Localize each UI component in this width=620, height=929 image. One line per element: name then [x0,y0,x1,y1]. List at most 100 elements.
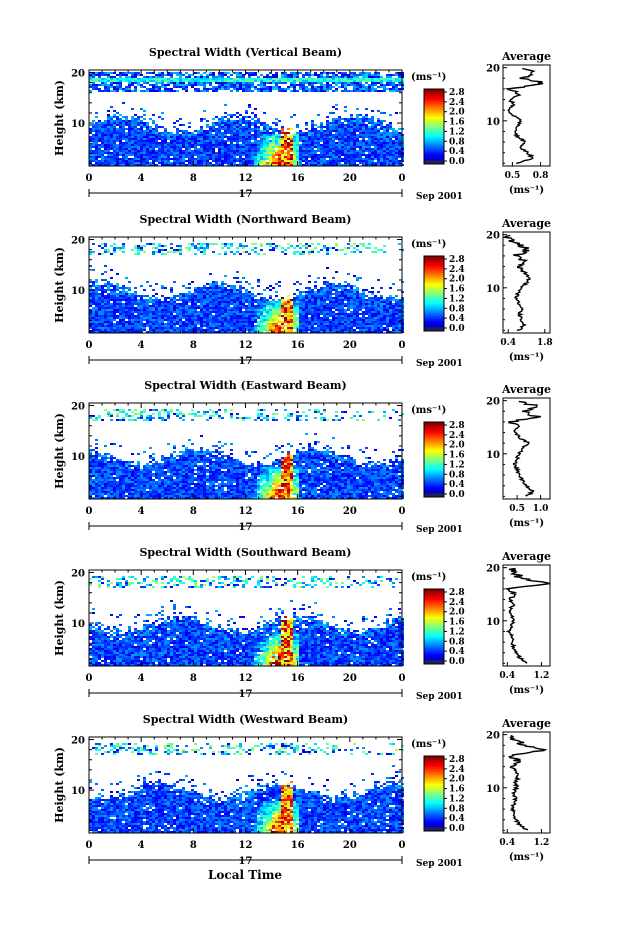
colorbar-tick-label: 1.2 [449,794,465,804]
colorbar-tick-label: 2.0 [449,441,465,451]
y-tick-label: 20 [71,569,85,580]
x-tick-label: 16 [291,340,305,351]
heatmap-field [89,72,404,166]
colorbar-tick-label: 2.4 [449,598,465,608]
colorbar-tick-label: 1.6 [449,285,465,295]
avg-y-tick-label: 20 [486,64,500,75]
colorbar-tick-label: 0.0 [449,824,465,834]
x-tick-label: 20 [343,673,357,684]
colorbar-tick-label: 0.8 [449,470,465,480]
x-tick-label: 8 [190,340,197,351]
x-tick-label: 0 [86,673,93,684]
x-tick-label: 16 [291,173,305,184]
x-tick-label: 0 [86,506,93,517]
x-axis-label-local-time: Local Time [207,868,283,882]
date-label: Sep 2001 [416,525,463,535]
y-axis-label: Height (km) [53,580,66,656]
x-tick-label: 12 [239,340,253,351]
avg-y-tick-label: 20 [486,397,500,408]
avg-x-tick-label: 0.4 [499,838,515,848]
x-tick-label: 0 [399,173,406,184]
colorbar-unit: (ms⁻¹) [411,239,446,250]
avg-y-tick-label: 10 [486,284,500,295]
x-tick-label: 4 [138,173,145,184]
avg-frame [502,564,551,667]
x-tick-label: 0 [399,840,406,851]
y-tick-label: 10 [71,452,85,463]
y-axis-label: Height (km) [53,747,66,823]
avg-y-tick-label: 20 [486,231,500,242]
avg-x-tick-label: 0.4 [500,338,516,348]
avg-y-tick-label: 20 [486,731,500,742]
day-label: 17 [239,356,253,367]
date-label: Sep 2001 [416,859,463,869]
colorbar-tick-label: 1.6 [449,451,465,461]
colorbar-tick-label: 0.4 [449,314,465,324]
y-tick-label: 10 [71,619,85,630]
avg-x-tick-label: 1.0 [533,504,549,514]
avg-frame [502,231,551,334]
avg-y-tick-label: 10 [486,784,500,795]
x-tick-label: 8 [190,673,197,684]
avg-frame [502,64,551,167]
x-ticks [88,570,403,666]
colorbar-tick-label: 0.0 [449,490,465,500]
colorbar-tick-label: 2.8 [449,755,465,765]
heatmap-field [89,576,404,666]
panel-4: Spectral Width (Southward Beam) 10 20 Heigh… [53,546,551,702]
y-tick-label: 10 [71,119,85,130]
x-tick-label: 4 [138,506,145,517]
y-tick-label: 10 [71,786,85,797]
x-tick-label: 8 [190,173,197,184]
chart-title: Spectral Width (Westward Beam) [143,713,348,726]
colorbar-tick-label: 1.2 [449,127,465,137]
avg-frame [502,397,551,500]
y-tick-label: 20 [71,236,85,247]
colorbar-tick-label: 2.0 [449,275,465,285]
colorbar-tick-label: 2.4 [449,265,465,275]
colorbar-tick-label: 0.4 [449,147,465,157]
colorbar-tick-label: 0.0 [449,157,465,167]
chart-title: Spectral Width (Vertical Beam) [149,46,342,59]
x-tick-label: 0 [399,340,406,351]
date-label: Sep 2001 [416,192,463,202]
avg-y-tick-label: 20 [486,564,500,575]
colorbar-tick-label: 2.0 [449,608,465,618]
y-axis-label: Height (km) [53,80,66,156]
panel-1: Spectral Width (Vertical Beam) 10 20 Height… [53,46,551,202]
colorbar-unit: (ms⁻¹) [411,739,446,750]
x-tick-label: 8 [190,840,197,851]
y-ticks [89,405,402,497]
heatmap-field [89,743,404,833]
y-ticks [89,739,402,831]
avg-profile-line [508,400,542,497]
avg-profile-line [504,67,544,164]
avg-x-tick-label: 0.5 [505,171,521,181]
y-axis-label: Height (km) [53,247,66,323]
colorbar-tick-label: 1.6 [449,785,465,795]
avg-title: Average [501,50,551,63]
chart-title: Spectral Width (Southward Beam) [139,546,351,559]
avg-x-label: (ms⁻¹) [509,518,544,529]
colorbar-tick-label: 0.0 [449,657,465,667]
colorbar [423,755,445,832]
day-label: 17 [239,856,253,867]
avg-title: Average [501,717,551,730]
avg-y-tick-label: 10 [486,450,500,461]
colorbar-tick-label: 2.8 [449,421,465,431]
colorbar-tick-label: 0.8 [449,804,465,814]
x-tick-label: 20 [343,173,357,184]
x-tick-label: 12 [239,840,253,851]
chart-title: Spectral Width (Eastward Beam) [144,379,346,392]
x-tick-label: 0 [399,673,406,684]
x-tick-label: 12 [239,506,253,517]
colorbar-tick-label: 1.2 [449,460,465,470]
x-tick-label: 4 [138,840,145,851]
avg-profile-line [502,234,532,331]
colorbar-tick-label: 0.4 [449,814,465,824]
x-ticks [88,237,403,333]
chart-title: Spectral Width (Northward Beam) [140,213,352,226]
x-tick-label: 8 [190,506,197,517]
date-label: Sep 2001 [416,359,463,369]
y-tick-label: 20 [71,736,85,747]
